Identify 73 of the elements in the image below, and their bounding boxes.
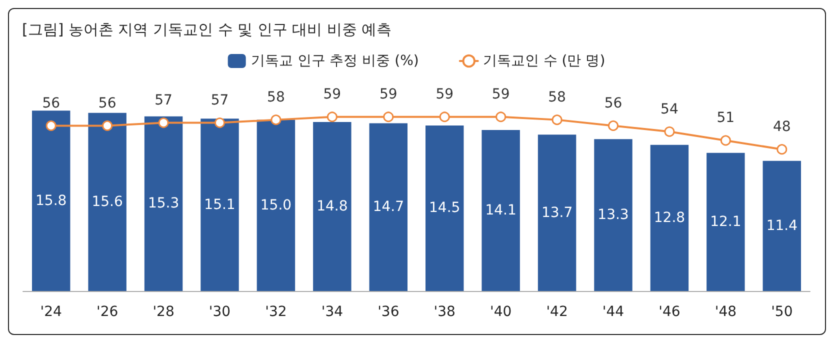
legend-label: 기독교 인구 추정 비중 (%): [250, 53, 419, 69]
bar: [32, 110, 70, 291]
data-label: 57: [210, 92, 229, 109]
point: [776, 144, 788, 155]
x-tick-label: '32: [265, 304, 287, 320]
data-label: 15.0: [260, 197, 292, 214]
data-label: 14.1: [485, 202, 516, 219]
data-label: 58: [548, 90, 566, 106]
point: [214, 118, 225, 128]
x-tick-label: '36: [378, 304, 400, 320]
data-label: 14.7: [372, 199, 404, 216]
chart-title: [그림] 농어촌 지역 기독교인 수 및 인구 대비 비중 예측: [22, 20, 392, 38]
x-tick-label: '46: [658, 304, 680, 320]
data-label: 59: [379, 86, 398, 103]
bar: [88, 112, 126, 291]
x-tick-label: '50: [771, 304, 793, 320]
x-tick-label: '26: [96, 304, 118, 320]
x-tick-label: '42: [546, 304, 568, 320]
bar: [650, 144, 689, 291]
point: [552, 114, 562, 126]
point: [439, 112, 450, 122]
point: [664, 126, 675, 137]
bar: [538, 134, 576, 291]
data-label: 56: [42, 95, 60, 112]
data-label: 14.8: [316, 198, 348, 215]
data-label: 51: [716, 110, 735, 126]
point: [496, 112, 506, 122]
bar: [200, 118, 239, 291]
x-tick-label: '28: [152, 304, 174, 320]
x-tick-label: '44: [602, 304, 624, 320]
x-tick-label: '24: [40, 304, 62, 320]
bar: [144, 116, 183, 291]
data-label: 48: [772, 119, 791, 136]
bar: [482, 130, 520, 291]
data-label: 14.5: [429, 200, 460, 216]
data-label: 54: [660, 101, 678, 118]
point: [608, 120, 618, 131]
x-tick-label: '48: [714, 304, 737, 320]
data-label: 15.6: [92, 194, 123, 210]
x-tick-label: '30: [208, 304, 231, 320]
point: [326, 112, 338, 122]
bar: [706, 152, 745, 291]
x-tick-label: '40: [490, 304, 512, 320]
data-label: 56: [98, 95, 116, 112]
data-label: 57: [154, 92, 172, 109]
bar: [594, 139, 632, 291]
bar: [425, 125, 464, 291]
data-label: 15.1: [204, 196, 236, 213]
data-label: 13.3: [598, 207, 629, 224]
bar: [256, 120, 296, 291]
point: [383, 112, 394, 122]
point: [46, 120, 56, 131]
data-label: 59: [492, 86, 510, 103]
data-label: 12.8: [654, 210, 686, 226]
data-label: 12.1: [710, 214, 742, 230]
bar: [313, 122, 352, 291]
data-label: 59: [436, 86, 454, 103]
legend-label: 기독교인 수 (만 명): [482, 53, 606, 69]
data-label: 13.7: [541, 204, 573, 221]
data-label: 15.8: [36, 192, 67, 209]
point: [102, 120, 113, 131]
x-tick-label: '38: [434, 304, 456, 320]
data-label: 58: [267, 90, 285, 106]
bar: [369, 123, 408, 291]
data-label: 15.3: [148, 196, 180, 212]
data-label: 56: [604, 95, 622, 112]
point: [720, 135, 731, 146]
data-label: 59: [323, 86, 342, 103]
x-tick-label: '34: [321, 304, 344, 320]
bar: [762, 160, 802, 291]
data-label: 11.4: [766, 218, 798, 234]
point: [158, 118, 169, 128]
point: [270, 114, 282, 126]
